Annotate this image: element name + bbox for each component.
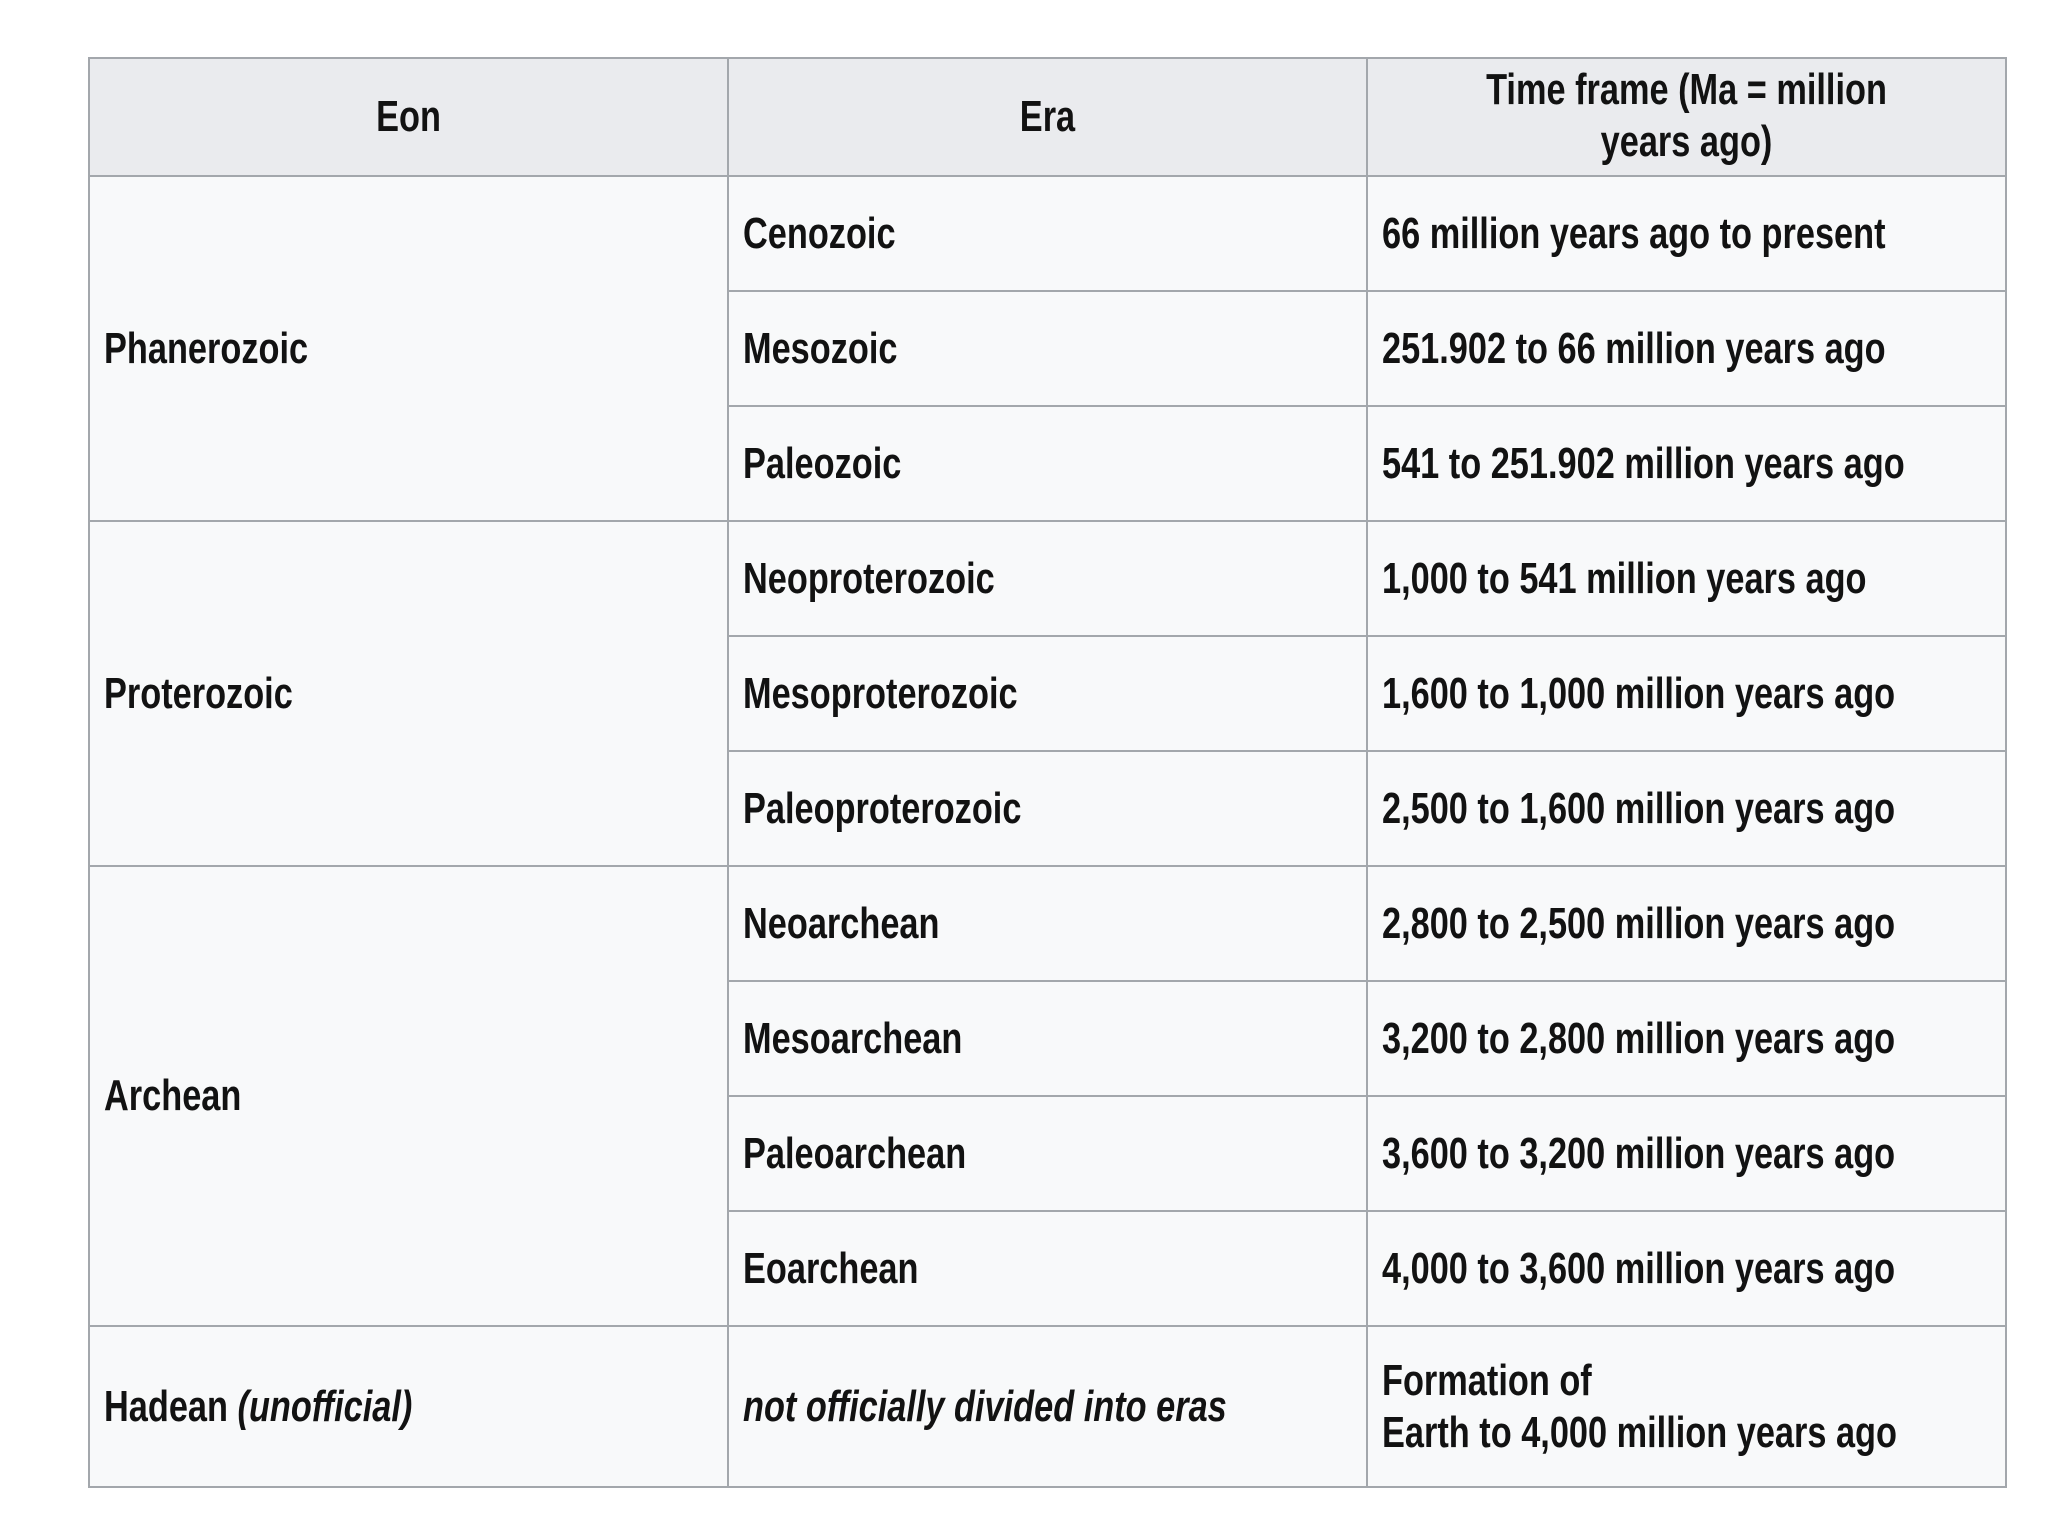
eon-label: Proterozoic xyxy=(104,668,293,718)
table-row-hadean: Hadean (unofficial) not officially divid… xyxy=(88,1325,2007,1488)
timeframe-cell: 3,200 to 2,800 million years ago xyxy=(1366,980,2007,1097)
era-cell: Cenozoic xyxy=(727,175,1368,292)
geologic-time-table-container: Eon Era Time frame (Ma = million years a… xyxy=(88,57,2007,1488)
col-header-timeframe: Time frame (Ma = million years ago) xyxy=(1366,57,2007,177)
era-label: Mesoproterozoic xyxy=(743,668,1018,718)
timeframe-label: 1,000 to 541 million years ago xyxy=(1382,553,1867,603)
timeframe-cell: 2,500 to 1,600 million years ago xyxy=(1366,750,2007,867)
timeframe-cell: Formation of Earth to 4,000 million years… xyxy=(1366,1325,2007,1488)
era-cell: not officially divided into eras xyxy=(727,1325,1368,1488)
era-label: Paleozoic xyxy=(743,438,902,488)
table-row: Eoarchean 4,000 to 3,600 million years a… xyxy=(89,1210,2007,1327)
timeframe-cell: 541 to 251.902 million years ago xyxy=(1366,405,2007,522)
era-cell: Paleozoic xyxy=(727,405,1368,522)
timeframe-label: 541 to 251.902 million years ago xyxy=(1382,438,1905,488)
era-label: Eoarchean xyxy=(743,1243,919,1293)
eon-label: Phanerozoic xyxy=(104,323,309,373)
timeframe-cell: 1,000 to 541 million years ago xyxy=(1366,520,2007,637)
eon-label: Archean xyxy=(104,1071,242,1120)
timeframe-label: 1,600 to 1,000 million years ago xyxy=(1382,668,1896,718)
col-header-era-label: Era xyxy=(1019,92,1076,141)
era-cell: Mesoproterozoic xyxy=(727,635,1368,752)
timeframe-label: 4,000 to 3,600 million years ago xyxy=(1382,1243,1896,1293)
era-label: Mesoarchean xyxy=(743,1013,963,1063)
timeframe-cell: 3,600 to 3,200 million years ago xyxy=(1366,1095,2007,1212)
table-row: Phanerozoic Cenozoic 66 million years ag… xyxy=(88,175,2007,522)
table-row: Paleoproterozoic 2,500 to 1,600 million … xyxy=(89,750,2007,867)
timeframe-label: 66 million years ago to present xyxy=(1382,208,1886,258)
table-body: Phanerozoic Cenozoic 66 million years ag… xyxy=(88,175,2007,1488)
hadean-name: Hadean xyxy=(104,1381,228,1431)
table-row: Mesozoic 251.902 to 66 million years ago xyxy=(89,290,2007,407)
col-header-timeframe-label: Time frame (Ma = million years ago) xyxy=(1486,65,1887,166)
timeframe-label: 3,600 to 3,200 million years ago xyxy=(1382,1128,1896,1178)
timeframe-cell: 2,800 to 2,500 million years ago xyxy=(1366,865,2007,982)
timeframe-label: 3,200 to 2,800 million years ago xyxy=(1382,1013,1896,1063)
era-label: Neoproterozoic xyxy=(743,553,995,603)
timeframe-label: 2,500 to 1,600 million years ago xyxy=(1382,783,1896,833)
header-row: Eon Era Time frame (Ma = million years a… xyxy=(88,57,2007,177)
timeframe-label: Formation of Earth to 4,000 million years… xyxy=(1382,1355,1897,1457)
era-cell: Neoproterozoic xyxy=(727,520,1368,637)
era-label: Paleoproterozoic xyxy=(743,783,1022,833)
timeframe-label: 2,800 to 2,500 million years ago xyxy=(1382,898,1896,948)
table-row: Proterozoic Neoproterozoic 1,000 to 541 … xyxy=(88,520,2007,867)
col-header-eon-label: Eon xyxy=(376,92,441,141)
timeframe-cell: 4,000 to 3,600 million years ago xyxy=(1366,1210,2007,1327)
hadean-unofficial-note: (unofficial) xyxy=(237,1381,413,1431)
table-row: Archean Neoarchean 2,800 to 2,500 millio… xyxy=(88,865,2007,1327)
era-label: Paleoarchean xyxy=(743,1128,967,1178)
timeframe-cell: 66 million years ago to present xyxy=(1366,175,2007,292)
table-row: Mesoarchean 3,200 to 2,800 million years… xyxy=(89,980,2007,1097)
timeframe-cell: 1,600 to 1,000 million years ago xyxy=(1366,635,2007,752)
eon-cell-phanerozoic: Phanerozoic xyxy=(88,175,729,522)
era-cell: Neoarchean xyxy=(727,865,1368,982)
col-header-eon: Eon xyxy=(88,57,729,177)
era-cell: Mesozoic xyxy=(727,290,1368,407)
era-note: not officially divided into eras xyxy=(743,1381,1227,1431)
geologic-time-table: Eon Era Time frame (Ma = million years a… xyxy=(88,57,2007,1488)
era-cell: Eoarchean xyxy=(727,1210,1368,1327)
col-header-era: Era xyxy=(727,57,1368,177)
table-header: Eon Era Time frame (Ma = million years a… xyxy=(88,57,2007,177)
table-row: Mesoproterozoic 1,600 to 1,000 million y… xyxy=(89,635,2007,752)
eon-cell-archean: Archean xyxy=(88,865,729,1327)
timeframe-label: 251.902 to 66 million years ago xyxy=(1382,323,1886,373)
era-cell: Mesoarchean xyxy=(727,980,1368,1097)
era-label: Cenozoic xyxy=(743,208,896,258)
era-label: Neoarchean xyxy=(743,898,940,948)
era-label: Mesozoic xyxy=(743,323,898,373)
era-cell: Paleoproterozoic xyxy=(727,750,1368,867)
era-cell: Paleoarchean xyxy=(727,1095,1368,1212)
eon-cell-hadean: Hadean (unofficial) xyxy=(88,1325,729,1488)
timeframe-cell: 251.902 to 66 million years ago xyxy=(1366,290,2007,407)
eon-cell-proterozoic: Proterozoic xyxy=(88,520,729,867)
table-row: Paleozoic 541 to 251.902 million years a… xyxy=(89,405,2007,522)
eon-label: Hadean (unofficial) xyxy=(104,1381,412,1433)
table-row: Paleoarchean 3,600 to 3,200 million year… xyxy=(89,1095,2007,1212)
